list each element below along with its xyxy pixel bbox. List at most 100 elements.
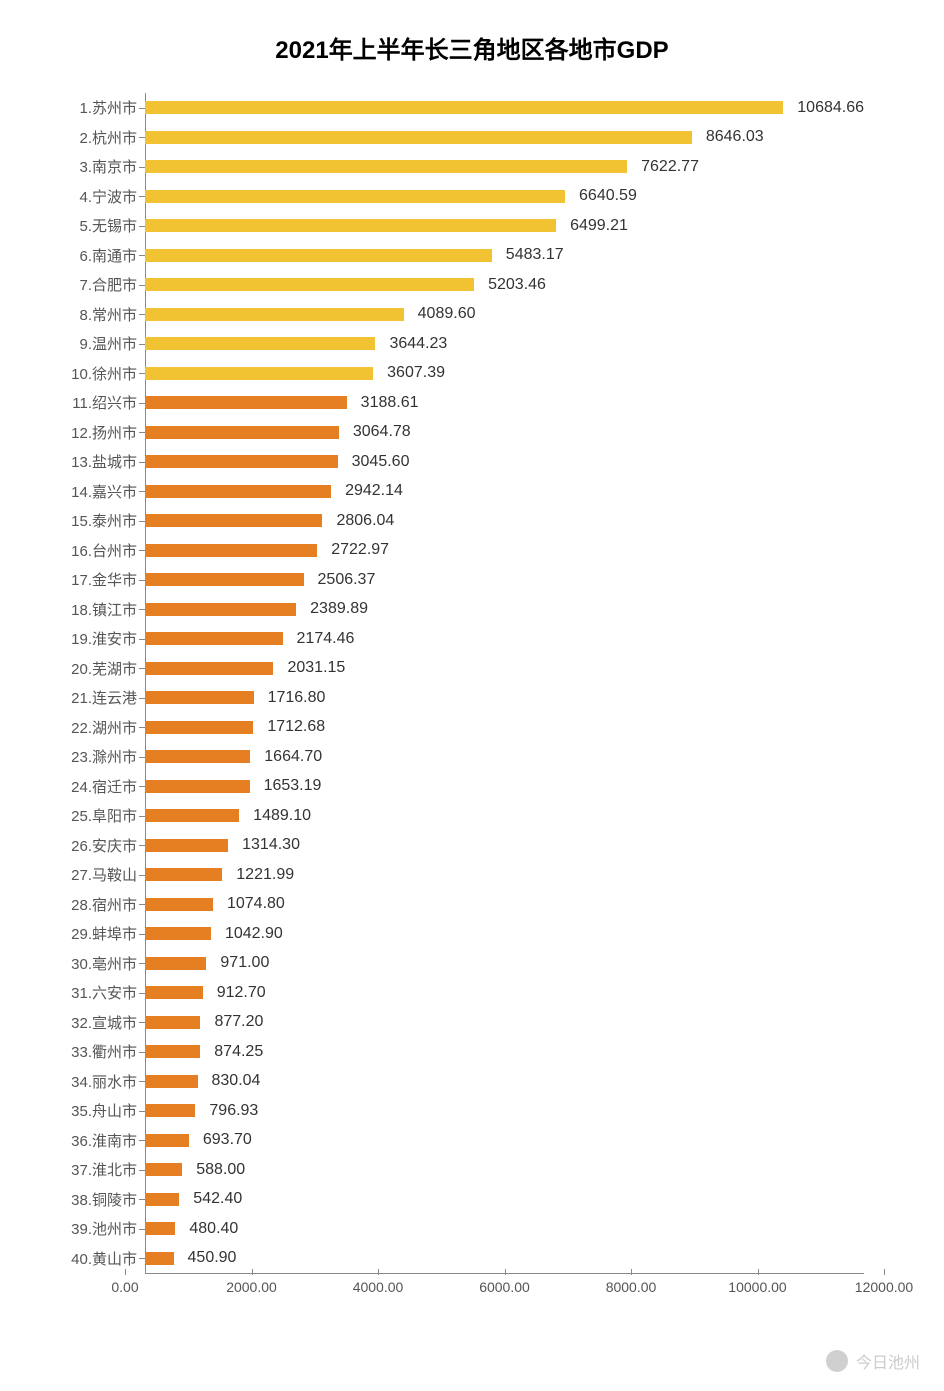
bar-value-label: 877.20 bbox=[214, 1013, 263, 1031]
y-tick-mark bbox=[139, 934, 145, 935]
y-axis-label: 32.宣城市 bbox=[71, 1012, 137, 1033]
bar-value-label: 874.25 bbox=[214, 1043, 263, 1061]
bar bbox=[145, 426, 339, 439]
bar bbox=[145, 1104, 195, 1117]
y-axis-label: 9.温州市 bbox=[79, 333, 137, 354]
y-tick-mark bbox=[139, 786, 145, 787]
bar-row: 9.温州市3644.23 bbox=[145, 329, 864, 359]
bar bbox=[145, 839, 228, 852]
bar-row: 25.阜阳市1489.10 bbox=[145, 801, 864, 831]
x-tick-label: 0.00 bbox=[111, 1279, 138, 1295]
bar-value-label: 5483.17 bbox=[506, 246, 564, 264]
bar-value-label: 3644.23 bbox=[389, 335, 447, 353]
bar bbox=[145, 160, 627, 173]
bar bbox=[145, 986, 203, 999]
x-tick-label: 6000.00 bbox=[479, 1279, 530, 1295]
bar-value-label: 2942.14 bbox=[345, 482, 403, 500]
chart-container: 2021年上半年长三角地区各地市GDP 1.苏州市10684.662.杭州市86… bbox=[0, 0, 944, 1391]
x-tick-label: 4000.00 bbox=[353, 1279, 404, 1295]
y-axis-label: 39.池州市 bbox=[71, 1218, 137, 1239]
bar-value-label: 4089.60 bbox=[418, 305, 476, 323]
bar bbox=[145, 249, 492, 262]
y-axis-label: 17.金华市 bbox=[71, 569, 137, 590]
bar-value-label: 1314.30 bbox=[242, 836, 300, 854]
plot-area: 1.苏州市10684.662.杭州市8646.033.南京市7622.774.宁… bbox=[145, 93, 864, 1293]
y-axis-label: 5.无锡市 bbox=[79, 215, 137, 236]
y-tick-mark bbox=[139, 314, 145, 315]
bar-row: 34.丽水市830.04 bbox=[145, 1067, 864, 1097]
y-tick-mark bbox=[139, 1140, 145, 1141]
bar-row: 12.扬州市3064.78 bbox=[145, 418, 864, 448]
y-tick-mark bbox=[139, 226, 145, 227]
bar-row: 22.湖州市1712.68 bbox=[145, 713, 864, 743]
bar bbox=[145, 1016, 200, 1029]
y-axis-label: 19.淮安市 bbox=[71, 628, 137, 649]
bar-value-label: 2389.89 bbox=[310, 600, 368, 618]
x-tick-label: 2000.00 bbox=[226, 1279, 277, 1295]
bar bbox=[145, 662, 273, 675]
y-axis-label: 14.嘉兴市 bbox=[71, 481, 137, 502]
wechat-icon bbox=[826, 1350, 848, 1372]
y-axis-label: 27.马鞍山 bbox=[71, 864, 137, 885]
y-axis-label: 1.苏州市 bbox=[79, 97, 137, 118]
y-axis-label: 4.宁波市 bbox=[79, 186, 137, 207]
bar-value-label: 8646.03 bbox=[706, 128, 764, 146]
bar-value-label: 2031.15 bbox=[287, 659, 345, 677]
bar bbox=[145, 780, 250, 793]
y-axis-label: 31.六安市 bbox=[71, 982, 137, 1003]
bar-value-label: 796.93 bbox=[209, 1102, 258, 1120]
bar-row: 37.淮北市588.00 bbox=[145, 1155, 864, 1185]
bar bbox=[145, 1252, 174, 1265]
y-tick-mark bbox=[139, 1022, 145, 1023]
bar bbox=[145, 809, 239, 822]
bar-row: 19.淮安市2174.46 bbox=[145, 624, 864, 654]
y-axis-label: 22.湖州市 bbox=[71, 717, 137, 738]
y-tick-mark bbox=[139, 1258, 145, 1259]
y-axis-label: 33.衢州市 bbox=[71, 1041, 137, 1062]
y-axis-label: 10.徐州市 bbox=[71, 363, 137, 384]
y-axis-label: 21.连云港 bbox=[71, 687, 137, 708]
bar bbox=[145, 957, 206, 970]
bar-row: 15.泰州市2806.04 bbox=[145, 506, 864, 536]
y-tick-mark bbox=[139, 462, 145, 463]
bar bbox=[145, 632, 283, 645]
bar-value-label: 1653.19 bbox=[264, 777, 322, 795]
bar-row: 17.金华市2506.37 bbox=[145, 565, 864, 595]
bar-row: 11.绍兴市3188.61 bbox=[145, 388, 864, 418]
bar bbox=[145, 927, 211, 940]
y-axis-label: 35.舟山市 bbox=[71, 1100, 137, 1121]
bar-value-label: 1221.99 bbox=[236, 866, 294, 884]
bar-value-label: 542.40 bbox=[193, 1190, 242, 1208]
y-axis-label: 2.杭州市 bbox=[79, 127, 137, 148]
bar bbox=[145, 898, 213, 911]
bar bbox=[145, 278, 474, 291]
y-tick-mark bbox=[139, 137, 145, 138]
y-tick-mark bbox=[139, 491, 145, 492]
bar-value-label: 3064.78 bbox=[353, 423, 411, 441]
y-tick-mark bbox=[139, 1170, 145, 1171]
bar-value-label: 2806.04 bbox=[336, 512, 394, 530]
bar bbox=[145, 603, 296, 616]
bar bbox=[145, 455, 338, 468]
bar bbox=[145, 337, 375, 350]
y-axis-label: 23.滁州市 bbox=[71, 746, 137, 767]
y-axis-label: 28.宿州市 bbox=[71, 894, 137, 915]
bar bbox=[145, 1222, 175, 1235]
bar-value-label: 1664.70 bbox=[264, 748, 322, 766]
bar bbox=[145, 101, 783, 114]
chart-title: 2021年上半年长三角地区各地市GDP bbox=[20, 30, 924, 65]
y-tick-mark bbox=[139, 875, 145, 876]
y-axis-label: 16.台州市 bbox=[71, 540, 137, 561]
x-tick-label: 8000.00 bbox=[606, 1279, 657, 1295]
y-tick-mark bbox=[139, 904, 145, 905]
bar bbox=[145, 1193, 179, 1206]
bar bbox=[145, 868, 222, 881]
y-tick-mark bbox=[139, 285, 145, 286]
bar bbox=[145, 1045, 200, 1058]
y-tick-mark bbox=[139, 196, 145, 197]
bar-row: 26.安庆市1314.30 bbox=[145, 831, 864, 861]
bar-value-label: 3045.60 bbox=[352, 453, 410, 471]
bar-value-label: 2174.46 bbox=[297, 630, 355, 648]
bar bbox=[145, 514, 322, 527]
y-axis-label: 8.常州市 bbox=[79, 304, 137, 325]
